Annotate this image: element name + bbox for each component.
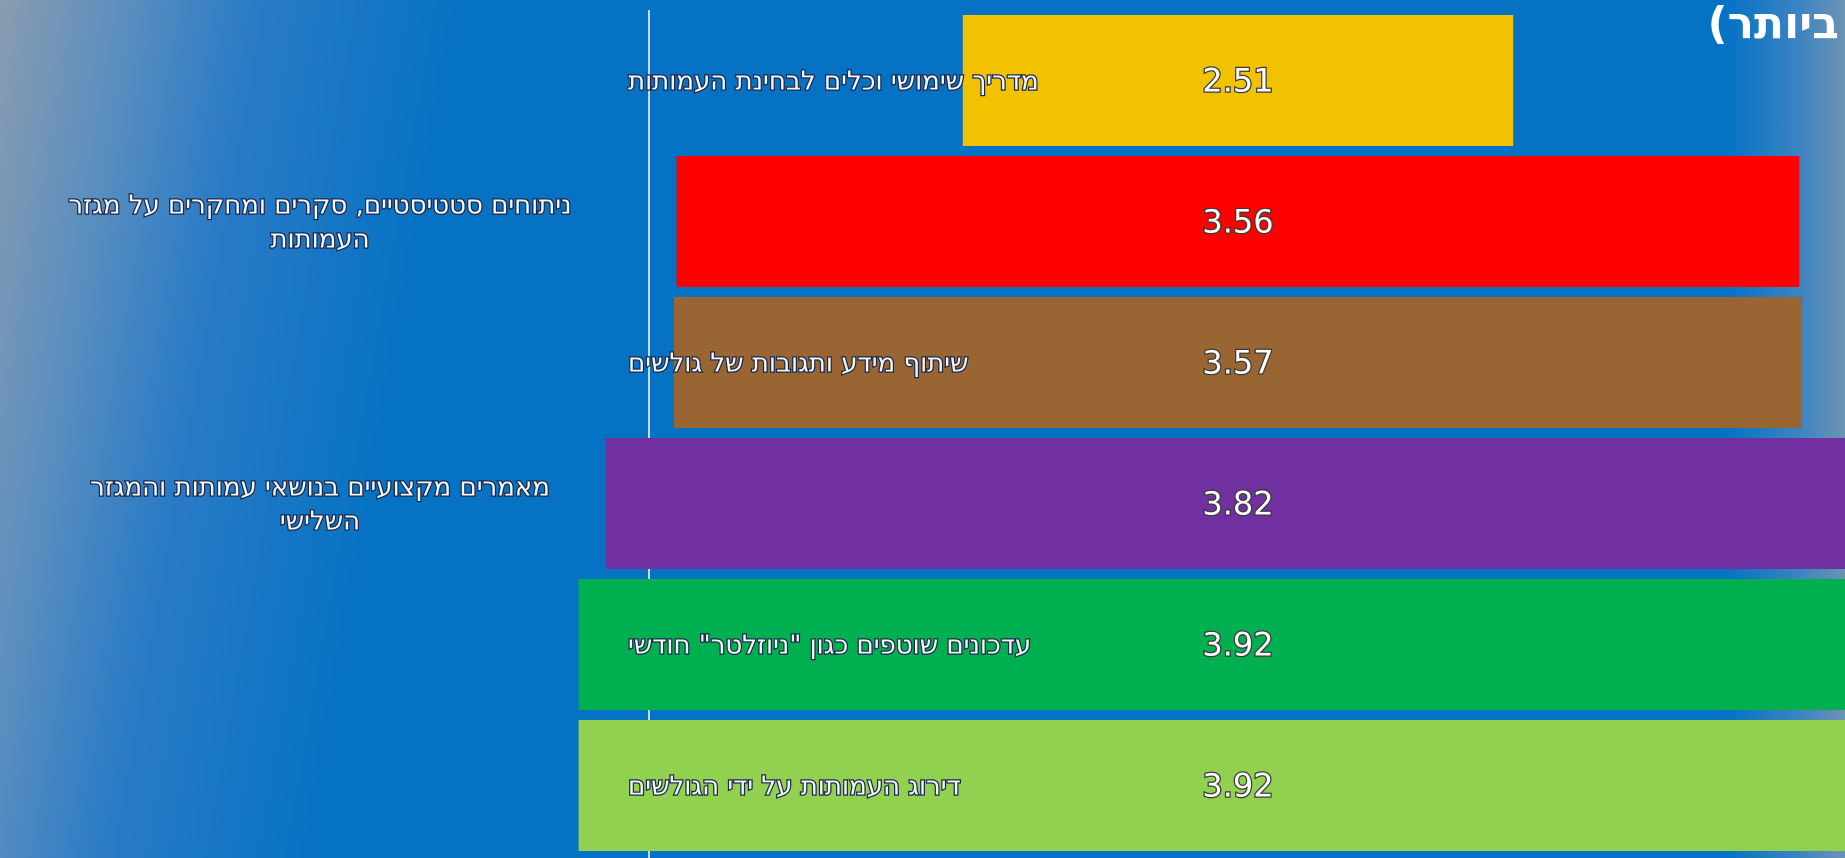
category-label-3: שיתוף מידע ותגובות של גולשים xyxy=(628,349,968,379)
category-label-1: מדריך שימושי וכלים לבחינת העמותות xyxy=(628,67,1039,97)
bar-5 xyxy=(578,579,1845,710)
bar-value-label-1: 2.51 xyxy=(1202,62,1273,100)
category-label-6: דירוג העמותות על ידי הגולשים xyxy=(628,772,961,802)
bar-2 xyxy=(676,156,1800,287)
bar-value-label-6: 3.92 xyxy=(1202,767,1273,805)
category-label-5: עדכונים שוטפים כגון "ניוזלטר" חודשי xyxy=(628,631,1031,661)
bar-3 xyxy=(673,297,1802,428)
category-axis-line xyxy=(648,10,650,858)
bar-value-label-4: 3.82 xyxy=(1202,485,1273,523)
bar-4 xyxy=(605,438,1845,569)
bar-value-label-3: 3.57 xyxy=(1202,344,1273,382)
bar-value-label-2: 3.56 xyxy=(1202,203,1273,241)
category-label-4-line-1: מאמרים מקצועיים בנושאי עמותות והמגזר xyxy=(90,473,550,503)
category-label-4-line-2: השלישי xyxy=(280,507,360,537)
bar-value-label-5: 3.92 xyxy=(1202,626,1273,664)
category-label-2-line-2: העמותות xyxy=(270,225,369,255)
bar-6 xyxy=(578,720,1845,851)
category-label-2-line-1: ניתוחים סטטיסטיים, סקרים ומחקרים על מגזר xyxy=(68,191,571,221)
chart-title: ביותר) xyxy=(1707,0,1839,49)
bar-1 xyxy=(962,15,1514,146)
